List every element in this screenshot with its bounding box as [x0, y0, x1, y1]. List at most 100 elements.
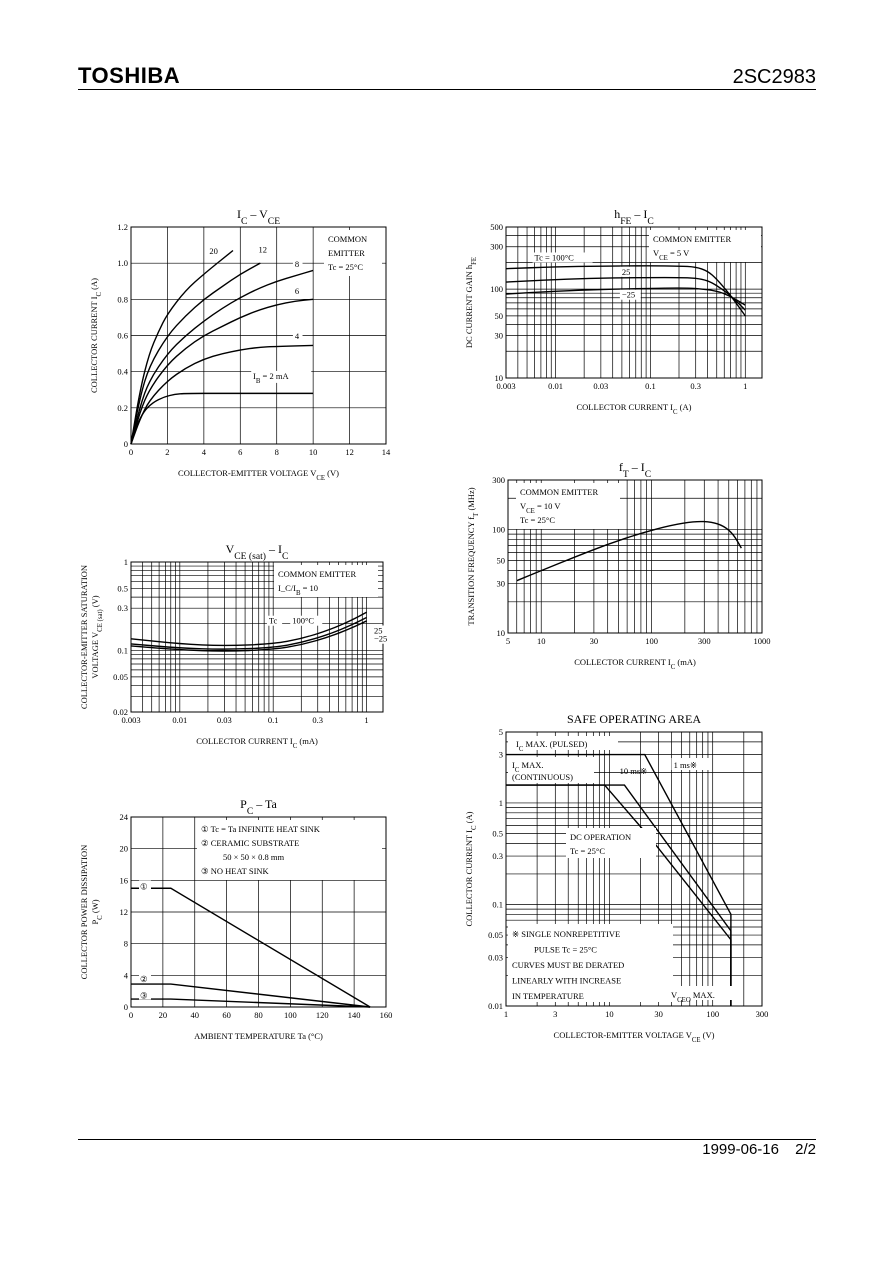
y-tick-label: 0	[124, 439, 128, 449]
legend-box	[649, 230, 761, 262]
plot-frame	[505, 226, 763, 379]
legend-entry: Tc = 25°C	[328, 262, 363, 272]
curve-label: −25	[374, 634, 387, 644]
series-line	[131, 983, 371, 1008]
y-tick-label: 0.5	[492, 829, 503, 839]
curve-label: 25	[374, 625, 383, 635]
y-tick-label: 100	[490, 284, 503, 294]
x-tick-label: 60	[222, 1010, 231, 1020]
series-marker: ①	[140, 881, 148, 891]
soa-label-bg	[508, 757, 594, 783]
curve-label-bg	[290, 615, 323, 626]
legend-entry: ③ NO HEAT SINK	[201, 866, 270, 876]
series-line	[131, 887, 371, 1008]
y-tick-label: 24	[120, 812, 129, 822]
y-axis-label: DC CURRENT GAIN hFE	[464, 257, 478, 348]
y-tick-label: 0.3	[492, 851, 503, 861]
series-marker-bg	[139, 972, 151, 983]
soa-label-continuous-2: (CONTINUOUS)	[512, 772, 573, 782]
x-tick-label: 14	[382, 447, 391, 457]
series-line	[130, 269, 314, 445]
y-tick-label: 100	[492, 524, 505, 534]
param-label-bg	[251, 370, 312, 383]
soa-label-bg	[508, 924, 673, 1002]
y-tick-label: 0.8	[117, 294, 128, 304]
footer-date: 1999-06-16	[702, 1141, 779, 1158]
soa-note: ※ SINGLE NONREPETITIVE	[512, 929, 620, 939]
y-tick-label: 8	[124, 939, 128, 949]
series-line	[505, 287, 746, 306]
y-tick-label: 1	[499, 798, 503, 808]
y-tick-label: 300	[490, 242, 503, 252]
curve-label: Tc	[269, 616, 278, 626]
soa-label-bg	[671, 758, 712, 770]
y-tick-label: 0.02	[113, 707, 128, 717]
x-axis-label: COLLECTOR-EMITTER VOLTAGE VCE (V)	[178, 468, 339, 482]
x-tick-label: 0.3	[312, 715, 323, 725]
y-tick-label: 5	[499, 727, 503, 737]
curve-label: 25	[622, 267, 631, 277]
x-tick-label: 0.003	[121, 715, 140, 725]
soa-label-1ms: 1 ms※	[674, 760, 697, 770]
y-tick-label: 10	[497, 628, 506, 638]
legend-entry: COMMON EMITTER	[520, 487, 598, 497]
legend-entry: Tc = 25°C	[520, 515, 555, 525]
soa-label-tc: Tc = 25°C	[570, 846, 605, 856]
curve-label: 8	[295, 259, 299, 269]
x-tick-label: 1000	[754, 636, 771, 646]
y-tick-label: 1.2	[117, 222, 128, 232]
legend-entry: I_C/IB = 10	[278, 583, 318, 597]
y-tick-label: 0.3	[117, 603, 128, 613]
y-axis-label: COLLECTOR POWER DISSIPATION	[79, 845, 89, 980]
soa-label-vceo: VCEO MAX.	[671, 990, 715, 1004]
x-tick-label: 160	[380, 1010, 393, 1020]
series-marker-bg	[139, 989, 151, 1000]
series-line	[130, 344, 314, 445]
curve-label: −25	[622, 290, 635, 300]
x-tick-label: 30	[590, 636, 599, 646]
legend-box	[324, 230, 382, 276]
y-axis-label: COLLECTOR-EMITTER SATURATION	[79, 565, 89, 709]
y-tick-label: 50	[497, 556, 506, 566]
legend-entry: VCE = 10 V	[520, 501, 561, 515]
curve-label: 12	[259, 244, 268, 254]
series-line	[130, 620, 367, 652]
x-tick-label: 3	[553, 1009, 557, 1019]
x-tick-label: 0.3	[690, 381, 701, 391]
x-tick-label: 1	[743, 381, 747, 391]
legend-box	[516, 483, 620, 529]
series-line	[505, 265, 746, 317]
y-tick-label: 0.1	[492, 899, 503, 909]
series-marker-bg	[139, 880, 151, 891]
curve-label-bg	[371, 625, 388, 636]
y-tick-label: 1	[124, 557, 128, 567]
curve-label-bg	[256, 244, 272, 255]
y-tick-label: 12	[120, 907, 129, 917]
x-tick-label: 140	[348, 1010, 361, 1020]
curve-label-bg	[619, 289, 641, 300]
chart-title: VCE (sat) – IC	[226, 542, 289, 562]
footer-page: 2/2	[795, 1141, 816, 1158]
plot-frame	[505, 731, 763, 1007]
x-tick-label: 80	[254, 1010, 263, 1020]
x-tick-label: 0	[129, 447, 133, 457]
x-tick-label: 0.01	[548, 381, 563, 391]
chart-title: fT – IC	[619, 460, 651, 480]
x-tick-label: 0.03	[593, 381, 608, 391]
legend-entry: 50 × 50 × 0.8 mm	[223, 852, 284, 862]
y-tick-label: 0.01	[488, 1001, 503, 1011]
series-line	[130, 249, 234, 445]
part-number: 2SC2983	[732, 66, 816, 88]
chart-ic_vce: 0 2 4 6 8 10 12 14 0 0.2 0.4 0.6 0.8 1.0 1.2 IC – VCE CO…	[89, 207, 391, 482]
footer-rule	[78, 1139, 816, 1140]
curve-label-bg	[532, 252, 593, 263]
curve-label-bg	[371, 633, 393, 644]
x-axis-label: COLLECTOR-EMITTER VOLTAGE VCE (V)	[554, 1030, 715, 1044]
legend-entry: COMMON EMITTER	[653, 234, 731, 244]
series-line	[130, 392, 314, 445]
x-axis-label: AMBIENT TEMPERATURE Ta (°C)	[194, 1031, 323, 1041]
y-tick-label: 0.03	[488, 953, 503, 963]
series-line	[130, 262, 261, 445]
